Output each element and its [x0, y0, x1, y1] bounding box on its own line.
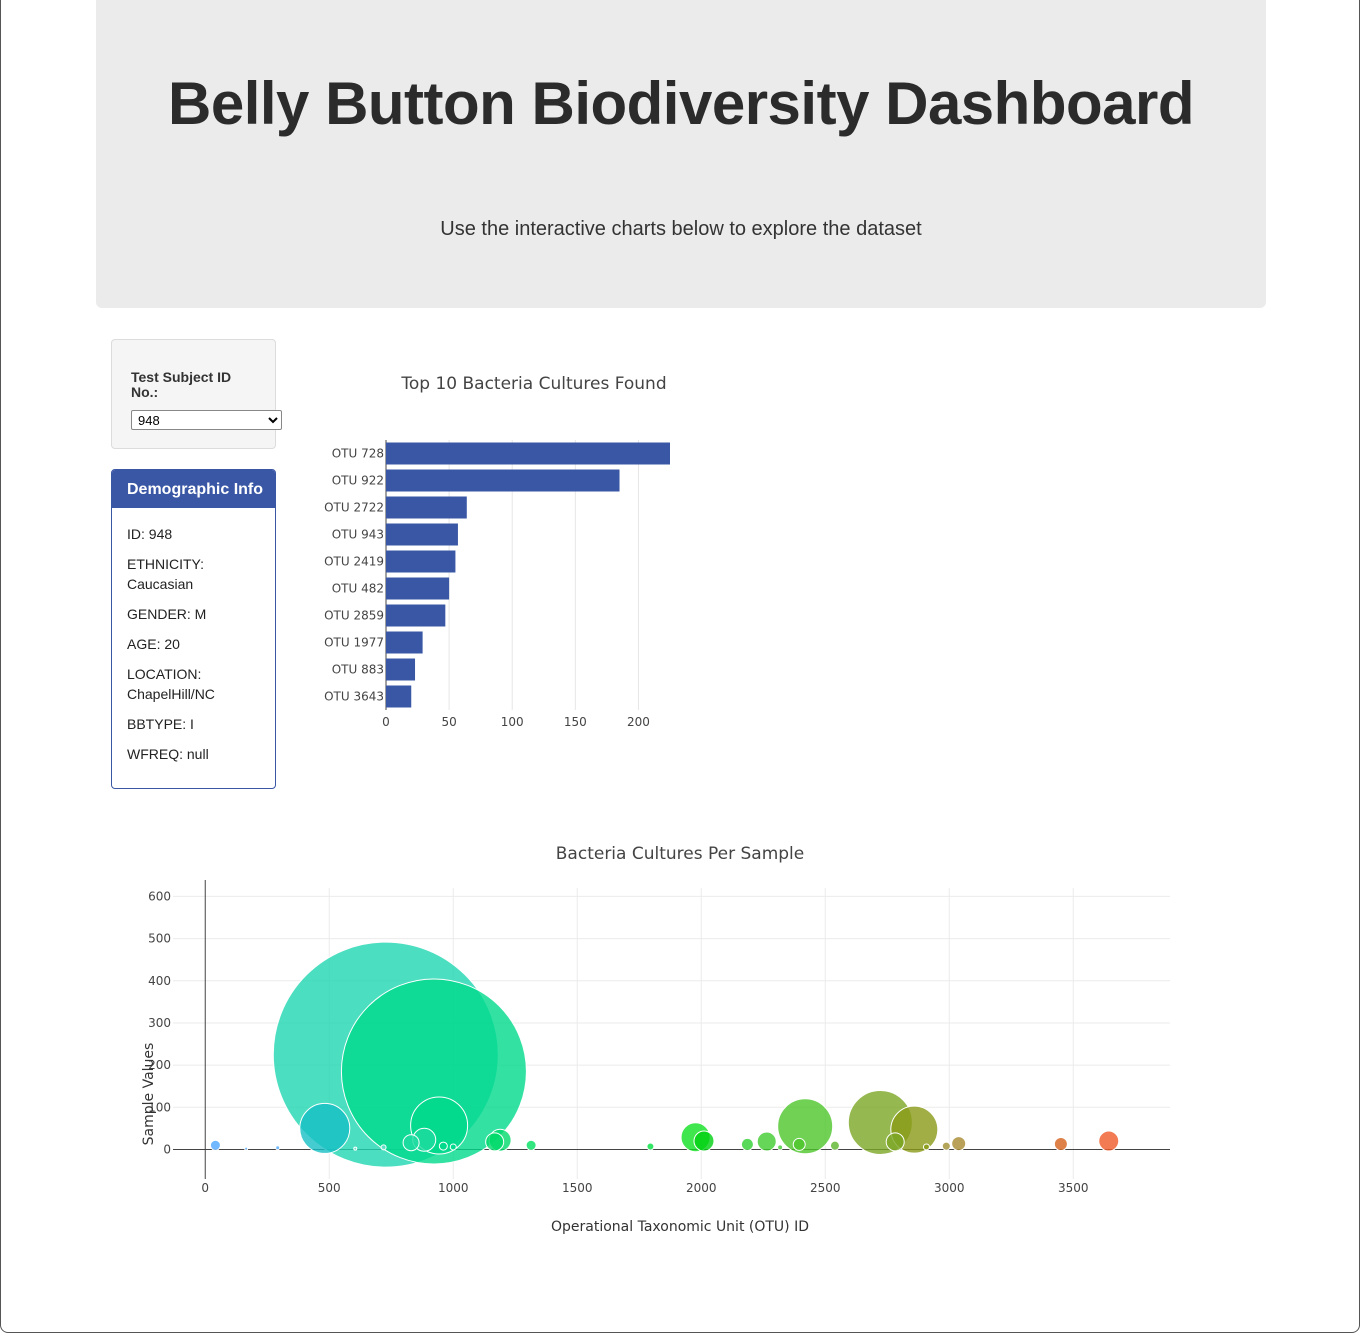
bar-chart-bars [386, 442, 670, 708]
bubble-chart-x-ticks: 0 500 1000 1500 2000 2500 3000 3500 [201, 1181, 1088, 1195]
bubble-mark[interactable] [777, 1098, 834, 1155]
bar-category-label: OTU 728 [332, 447, 384, 461]
bar-category-label: OTU 2722 [324, 501, 384, 515]
bubble-y-tick-label: 500 [148, 932, 171, 946]
bar-category-label: OTU 3643 [324, 690, 384, 704]
bubble-mark[interactable] [299, 1102, 351, 1154]
bar-chart-x-ticks: 0 50 100 150 200 [382, 715, 650, 729]
bubble-chart-y-ticks: 0 100 200 300 400 500 600 [148, 889, 171, 1156]
bar-category-label: OTU 943 [332, 528, 384, 542]
bubble-y-tick-label: 100 [148, 1100, 171, 1114]
bubble-mark[interactable] [209, 1139, 221, 1151]
bubble-mark[interactable] [951, 1136, 967, 1152]
bubble-mark[interactable] [1098, 1130, 1120, 1152]
bubble-mark[interactable] [449, 1143, 457, 1151]
bar-chart-title: Top 10 Bacteria Cultures Found [400, 374, 666, 394]
bubble-y-tick-label: 300 [148, 1016, 171, 1030]
bar-category-label: OTU 922 [332, 474, 384, 488]
bubble-mark[interactable] [756, 1131, 777, 1152]
bubble-y-tick-label: 400 [148, 974, 171, 988]
bar-mark[interactable] [386, 658, 416, 681]
bar-x-tick-label: 100 [501, 715, 524, 729]
bar-mark[interactable] [386, 469, 620, 492]
bubble-mark[interactable] [485, 1132, 505, 1152]
bubble-x-tick-label: 0 [201, 1181, 209, 1195]
bubble-mark[interactable] [693, 1130, 715, 1152]
bubble-x-tick-label: 1000 [438, 1181, 469, 1195]
bar-category-label: OTU 2859 [324, 609, 384, 623]
bubble-x-tick-label: 500 [318, 1181, 341, 1195]
page-subtitle: Use the interactive charts below to expl… [440, 218, 922, 240]
bar-mark[interactable] [386, 442, 670, 465]
bubble-mark[interactable] [740, 1137, 754, 1151]
demographic-row-id: ID: 948 [127, 526, 173, 542]
bar-x-tick-label: 50 [441, 715, 456, 729]
bubble-x-tick-label: 2000 [686, 1181, 717, 1195]
bubble-x-tick-label: 2500 [810, 1181, 841, 1195]
bar-mark[interactable] [386, 577, 450, 600]
bubble-mark[interactable] [340, 978, 527, 1165]
bubble-x-tick-label: 3500 [1058, 1181, 1089, 1195]
bar-x-tick-label: 200 [627, 715, 650, 729]
bar-mark[interactable] [386, 604, 446, 627]
bar-category-label: OTU 883 [332, 663, 384, 677]
bubble-y-tick-label: 200 [148, 1058, 171, 1072]
bar-mark[interactable] [386, 685, 412, 708]
bubble-x-tick-label: 3000 [934, 1181, 965, 1195]
bubble-mark[interactable] [792, 1137, 806, 1151]
demographic-row-ethnicity: ETHNICITY: Caucasian [127, 556, 205, 592]
bar-mark[interactable] [386, 631, 423, 654]
bubble-mark[interactable] [244, 1146, 249, 1151]
bubble-chart[interactable]: Bacteria Cultures Per Sample 0 500 1000 150… [100, 830, 1260, 1250]
bubble-mark[interactable] [380, 1144, 387, 1151]
page-title: Belly Button Biodiversity Dashboard [168, 70, 1195, 137]
bubble-y-tick-label: 0 [163, 1142, 171, 1156]
demographic-info-panel: Demographic Info ID: 948 ETHNICITY: Cauc… [111, 469, 276, 789]
bar-mark[interactable] [386, 496, 467, 519]
bar-category-label: OTU 2419 [324, 555, 384, 569]
bubble-mark[interactable] [402, 1134, 420, 1152]
bar-chart-category-labels: OTU 728 OTU 922 OTU 2722 OTU 943 OTU 2419 OTU… [324, 447, 384, 704]
bubble-mark[interactable] [777, 1144, 784, 1151]
demographic-row-wfreq: WFREQ: null [127, 746, 209, 762]
bubble-mark[interactable] [941, 1141, 951, 1151]
bar-mark[interactable] [386, 523, 458, 546]
bubble-mark[interactable] [1053, 1136, 1068, 1151]
bubble-x-tick-label: 1500 [562, 1181, 593, 1195]
bubble-mark[interactable] [353, 1146, 358, 1151]
subject-selector-label: Test Subject ID No.: [131, 369, 232, 400]
bubble-chart-x-label: Operational Taxonomic Unit (OTU) ID [551, 1219, 809, 1235]
bubble-chart-title: Bacteria Cultures Per Sample [556, 844, 804, 864]
subject-selector-panel: Test Subject ID No.: 948 [111, 339, 282, 449]
bubble-mark[interactable] [525, 1139, 537, 1151]
demographic-row-bbtype: BBTYPE: I [127, 716, 194, 732]
bar-x-tick-label: 150 [564, 715, 587, 729]
bubble-mark[interactable] [275, 1145, 281, 1151]
bar-mark[interactable] [386, 550, 456, 573]
demographic-info-body: ID: 948 ETHNICITY: Caucasian GENDER: M A… [112, 508, 275, 764]
top10-bar-chart[interactable]: Top 10 Bacteria Cultures Found OTU 728OT… [300, 360, 700, 740]
demographic-row-location: LOCATION: ChapelHill/NC [127, 666, 215, 702]
bubble-mark[interactable] [829, 1140, 840, 1151]
bar-category-label: OTU 482 [332, 582, 384, 596]
demographic-info-heading: Demographic Info [112, 470, 275, 508]
bar-category-label: OTU 1977 [324, 636, 384, 650]
bubble-mark[interactable] [922, 1143, 930, 1151]
bubble-mark[interactable] [438, 1141, 448, 1151]
bubble-mark[interactable] [885, 1132, 905, 1152]
bubble-chart-bubbles [209, 941, 1120, 1168]
bubble-mark[interactable] [646, 1142, 655, 1151]
bubble-chart-y-label: Sample Values [141, 1043, 157, 1146]
subject-id-select[interactable]: 948 [131, 410, 282, 430]
demographic-row-gender: GENDER: M [127, 606, 207, 622]
bubble-y-tick-label: 600 [148, 889, 171, 903]
demographic-row-age: AGE: 20 [127, 636, 180, 652]
header-banner: Belly Button Biodiversity Dashboard Use … [96, 0, 1266, 308]
bar-x-tick-label: 0 [382, 715, 390, 729]
